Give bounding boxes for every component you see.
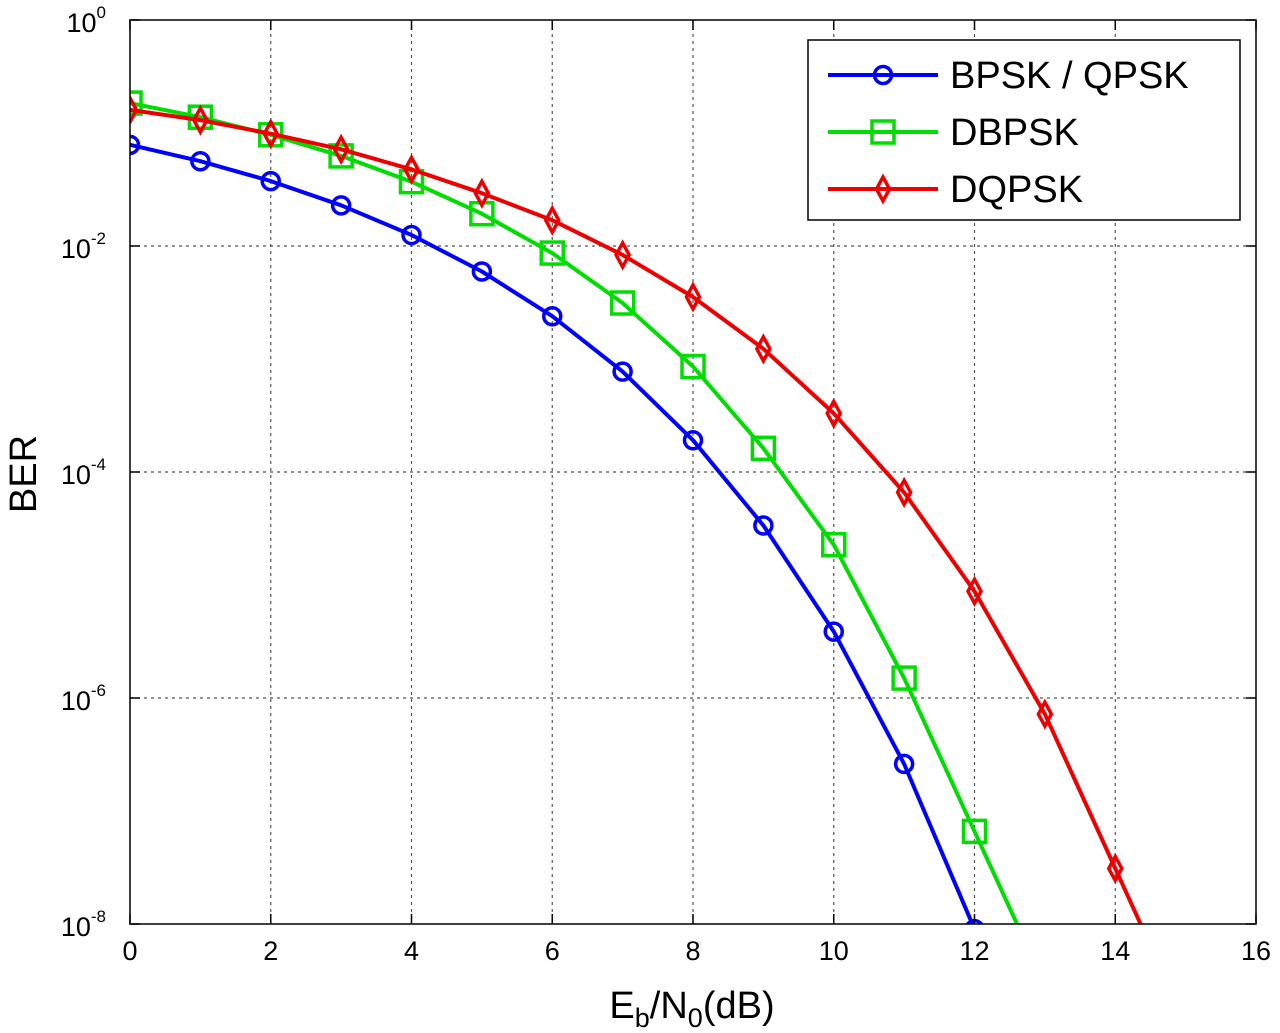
data-point-dqpsk (130, 94, 139, 126)
y-tick-exponent: -8 (91, 907, 106, 926)
y-tick-label: 100 (66, 3, 106, 38)
legend-entry-dqpsk: DQPSK (828, 169, 1083, 211)
data-point-dqpsk (754, 333, 772, 365)
series-bpsk-qpsk (130, 134, 984, 924)
data-point-bpsk-qpsk (130, 134, 141, 156)
x-tick-labels: 0 2 4 6 8 10 12 14 16 (122, 936, 1271, 966)
series-line-dqpsk (130, 107, 1143, 924)
series-dqpsk (130, 94, 1143, 924)
data-point-dqpsk (473, 177, 491, 209)
x-tick-label: 4 (404, 936, 419, 966)
y-tick-base: 10 (66, 8, 96, 38)
data-point-dqpsk (1106, 852, 1124, 885)
data-point-bpsk-qpsk (682, 429, 704, 451)
legend-entry-bpsk-qpsk: BPSK / QPSK (828, 55, 1189, 97)
data-point-bpsk-qpsk (190, 150, 211, 172)
data-point-dbpsk (680, 353, 706, 380)
y-tick-exponent: -2 (91, 229, 106, 248)
y-tick-label: 10-6 (61, 681, 106, 716)
data-point-bpsk-qpsk (612, 361, 633, 382)
grid-lines (130, 20, 1256, 924)
y-tick-base: 10 (61, 234, 91, 264)
data-point-dqpsk (543, 204, 561, 236)
data-point-bpsk-qpsk (893, 753, 915, 775)
x-axis-title: Eb/N0(dB) (609, 985, 774, 1033)
y-tick-base: 10 (61, 686, 91, 716)
y-tick-exponent: -4 (91, 455, 106, 474)
y-tick-exponent: -6 (91, 681, 106, 700)
data-point-dbpsk (750, 435, 777, 462)
data-point-dqpsk (262, 118, 280, 150)
data-point-dbpsk (609, 290, 636, 316)
data-point-dbpsk (961, 818, 988, 845)
y-tick-base: 10 (61, 912, 91, 942)
x-tick-label: 16 (1241, 936, 1271, 966)
data-point-dbpsk (130, 90, 143, 116)
data-point-bpsk-qpsk (753, 515, 774, 536)
y-tick-label: 10-4 (61, 455, 106, 490)
y-tick-exponent: 0 (97, 3, 106, 22)
legend-marker (870, 119, 896, 145)
legend-label: DBPSK (950, 112, 1079, 154)
data-point-dbpsk (539, 240, 565, 266)
series-layer (130, 90, 1143, 924)
data-point-dbpsk (891, 665, 917, 691)
data-point-bpsk-qpsk (471, 261, 493, 282)
data-point-dbpsk (821, 532, 847, 558)
data-point-dqpsk (966, 575, 983, 607)
data-point-dbpsk (328, 143, 354, 169)
data-point-bpsk-qpsk (542, 305, 563, 327)
legend-items: BPSK / QPSK DBPSK DQPSK (828, 55, 1189, 211)
x-tick-label: 8 (685, 936, 700, 966)
x-tick-label: 14 (1100, 936, 1130, 966)
legend-label: DQPSK (950, 169, 1083, 211)
y-tick-label: 10-2 (61, 229, 106, 264)
data-point-dqpsk (332, 133, 350, 166)
legend: BPSK / QPSK DBPSK DQPSK (807, 39, 1241, 221)
data-point-bpsk-qpsk (401, 224, 422, 246)
y-tick-base: 10 (61, 460, 91, 490)
data-point-bpsk-qpsk (260, 170, 281, 192)
y-axis-title: BER (3, 435, 45, 513)
x-tick-label: 12 (959, 936, 989, 966)
series-line-bpsk-qpsk (130, 142, 975, 924)
data-point-dqpsk (684, 281, 702, 313)
legend-marker (874, 173, 892, 205)
y-tick-label: 10-8 (61, 907, 106, 942)
axis-ticks (129, 19, 1257, 925)
x-tick-label: 10 (819, 936, 849, 966)
data-point-dqpsk (895, 476, 913, 509)
legend-label: BPSK / QPSK (950, 55, 1189, 97)
data-point-dqpsk (825, 397, 843, 430)
legend-marker (872, 64, 894, 86)
x-tick-label: 6 (545, 936, 560, 966)
data-point-bpsk-qpsk (823, 621, 844, 642)
data-point-bpsk-qpsk (330, 195, 352, 216)
data-point-dqpsk (614, 239, 632, 271)
x-tick-label: 2 (263, 936, 278, 966)
data-point-dqpsk (1036, 698, 1054, 730)
data-point-dqpsk (403, 153, 420, 186)
x-tick-label: 0 (122, 936, 137, 966)
legend-entry-dbpsk: DBPSK (828, 112, 1079, 154)
data-point-dqpsk (191, 104, 209, 136)
